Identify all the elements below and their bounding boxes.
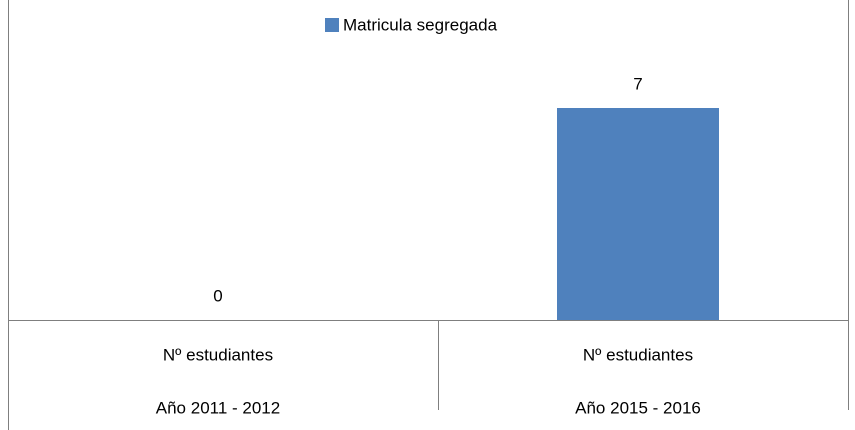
- x-tick-label: Nº estudiantes: [163, 345, 273, 364]
- x-tick-label: Año 2015 - 2016: [575, 398, 701, 417]
- data-label: 0: [213, 286, 222, 305]
- bar: [557, 108, 719, 320]
- legend-label: Matricula segregada: [343, 15, 498, 34]
- x-tick-label: Nº estudiantes: [583, 345, 693, 364]
- legend-swatch: [325, 18, 339, 32]
- data-label: 7: [633, 74, 642, 93]
- x-tick-label: Año 2011 - 2012: [156, 398, 280, 417]
